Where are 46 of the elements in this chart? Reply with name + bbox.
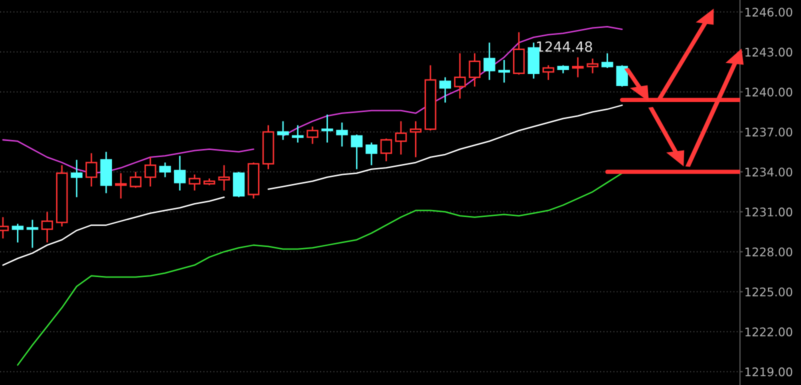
y-tick-label: 1225.00	[745, 287, 792, 296]
candlestick	[586, 58, 598, 74]
candlestick	[468, 52, 481, 88]
candlestick	[601, 52, 614, 69]
candlestick	[159, 162, 171, 178]
candlestick	[232, 171, 245, 198]
y-tick-label: 1246.00	[745, 8, 792, 17]
y-tick-label: 1231.00	[745, 208, 792, 216]
candlestick	[130, 171, 142, 189]
candlestick	[12, 223, 24, 244]
candlestick	[542, 64, 554, 81]
y-tick-label: 1240.00	[745, 88, 792, 97]
y-tick-label: 1222.00	[745, 327, 792, 336]
candlestick	[144, 156, 156, 188]
candlestick	[454, 52, 466, 100]
annotation: 1244.48	[537, 41, 592, 52]
candlestick	[321, 114, 334, 144]
candlestick	[366, 142, 378, 166]
line-series	[16, 172, 623, 366]
candlestick	[336, 122, 348, 148]
candlestick	[174, 155, 186, 192]
candlestick	[86, 152, 98, 188]
candlestick	[292, 124, 304, 144]
candlestick	[498, 59, 510, 84]
candlestick	[218, 164, 230, 192]
y-tick-label: 1237.00	[745, 128, 792, 137]
y-tick-label: 1234.00	[745, 168, 792, 177]
candlestick	[410, 120, 422, 158]
candlestick	[513, 32, 525, 76]
y-tick-label: 1228.00	[745, 248, 792, 256]
y-tick-label: 1219.00	[745, 367, 792, 376]
candlestick	[350, 134, 363, 170]
candlestick	[439, 76, 452, 104]
candlestick	[277, 120, 289, 141]
candlestick	[380, 138, 392, 162]
candlestick	[41, 211, 54, 244]
candlestick	[306, 126, 318, 145]
candlestick	[616, 64, 628, 88]
candlestick	[115, 172, 127, 200]
candlestick	[26, 219, 38, 248]
candlestick	[70, 159, 83, 198]
candlestick	[188, 174, 200, 192]
y-tick-label: 1243.00	[745, 48, 792, 57]
candlestick	[395, 120, 407, 156]
candlestick	[572, 56, 584, 78]
candlestick	[484, 42, 496, 81]
